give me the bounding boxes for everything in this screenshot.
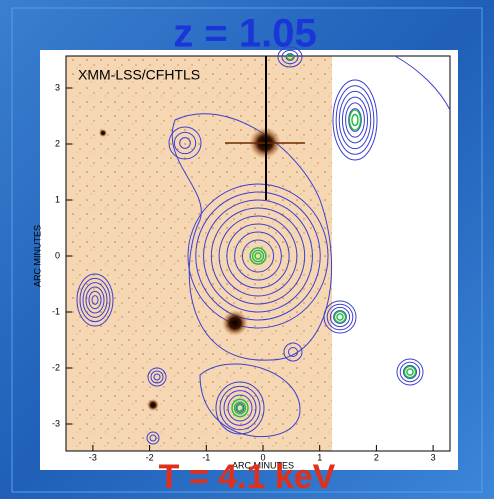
y-tick-label: 2 <box>55 138 60 148</box>
x-tick-label: -2 <box>146 452 154 462</box>
image-label: XMM-LSS/CFHTLS <box>78 67 200 83</box>
optical-image <box>66 56 332 451</box>
y-tick-label: -2 <box>52 362 60 372</box>
redshift-title: z = 1.05 <box>173 12 316 56</box>
x-tick-label: 0 <box>260 452 265 462</box>
x-tick-label: -1 <box>202 452 210 462</box>
y-tick-label: 0 <box>55 250 60 260</box>
temperature: T = 4.1 keV <box>159 458 336 496</box>
x-tick-label: 2 <box>374 452 379 462</box>
star <box>147 399 159 411</box>
star <box>222 310 248 336</box>
y-tick-label: -1 <box>52 306 60 316</box>
star <box>99 129 107 137</box>
y-axis-label: ARC MINUTES <box>32 225 42 287</box>
y-tick-label: 3 <box>55 82 60 92</box>
page: z = 1.05 XMM-LSS/CFHTLS ARC MINUTES ARC … <box>0 0 494 499</box>
y-tick-label: -3 <box>52 418 60 428</box>
slide: z = 1.05 XMM-LSS/CFHTLS ARC MINUTES ARC … <box>0 0 494 499</box>
x-tick-label: -3 <box>89 452 97 462</box>
y-tick-label: 1 <box>55 194 60 204</box>
x-tick-label: 3 <box>431 452 436 462</box>
x-tick-label: 1 <box>317 452 322 462</box>
